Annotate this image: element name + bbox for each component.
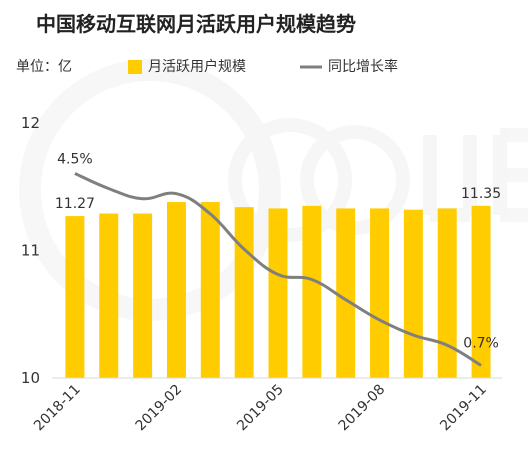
chart-title: 中国移动互联网月活跃用户规模趋势 [36,12,356,36]
bar-2019-10 [437,208,457,378]
y-tick-label-1: 11 [21,242,40,260]
unit-label: 单位：亿 [16,59,72,75]
legend-bar-label: 月活跃用户规模 [148,58,246,75]
bar-2019-08 [370,208,390,378]
bar-2019-09 [403,209,423,378]
x-tick-label-4: 2019-11 [437,382,490,435]
x-tick-label-2: 2019-05 [234,382,287,435]
y-tick-label-2: 12 [21,114,40,132]
data-label-1: 11.35 [461,186,501,202]
data-labels: 11.27 11.35 4.5% 0.7% [55,151,501,351]
legend: 月活跃用户规模 同比增长率 [128,58,398,75]
bar-2019-04 [234,207,254,378]
bar-2019-06 [302,205,322,378]
data-label-3: 0.7% [463,335,499,351]
x-tick-label-1: 2019-02 [133,382,186,435]
x-tick-label-3: 2019-08 [336,382,389,435]
y-tick-label-0: 10 [21,369,40,387]
bar-2019-01 [133,213,153,378]
bar-2018-11 [65,216,85,378]
bar-series [65,202,491,378]
y-axis: 10 11 12 [21,114,40,387]
data-label-2: 4.5% [57,151,93,167]
bar-2019-02 [166,202,186,378]
bar-2019-11 [471,205,491,378]
line-series [74,172,482,367]
data-label-0: 11.27 [55,196,95,212]
growth-rate-line [74,172,482,367]
bar-2019-07 [336,208,356,378]
bar-2019-03 [200,202,220,378]
x-axis: 2018-11 2019-02 2019-05 2019-08 2019-11 [31,382,490,435]
legend-line-label: 同比增长率 [328,58,398,75]
x-tick-label-0: 2018-11 [31,382,84,435]
bar-2019-05 [268,208,288,378]
legend-bar-swatch [128,60,142,74]
bar-2018-12 [99,213,119,378]
